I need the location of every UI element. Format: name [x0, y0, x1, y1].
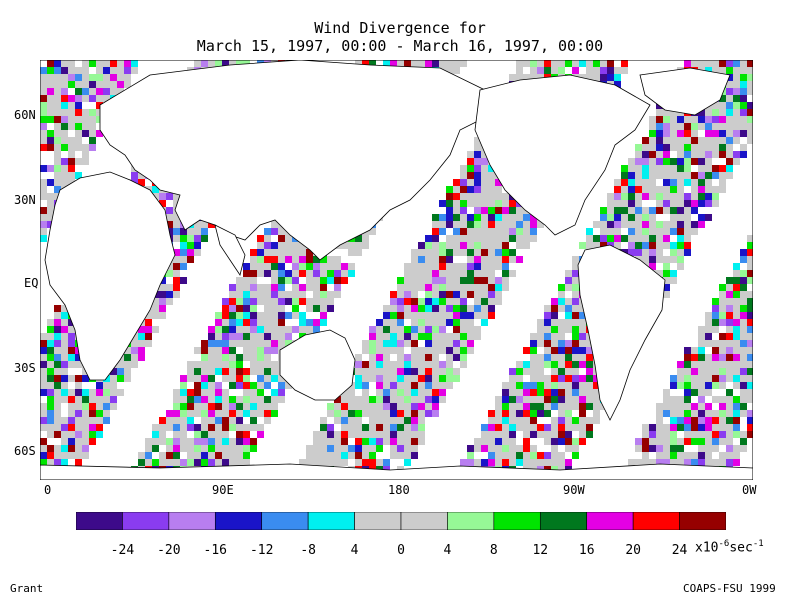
- lat-label-60n: 60N: [14, 108, 36, 122]
- lat-label-60s: 60S: [14, 444, 36, 458]
- india-landmass: [214, 224, 246, 276]
- africa-landmass: [44, 171, 176, 381]
- antarctica-landmass: [40, 463, 753, 480]
- color-scale-tick-label: 4: [443, 543, 452, 558]
- color-scale-tick-label: -16: [203, 543, 228, 558]
- color-scale-bar: [76, 512, 726, 530]
- color-swatch: [168, 512, 216, 530]
- color-swatch: [261, 512, 309, 530]
- color-scale-tick-label: 0: [397, 543, 405, 558]
- greenland-landmass: [639, 67, 731, 116]
- color-swatch: [632, 512, 680, 530]
- north-america-landmass: [474, 74, 651, 236]
- map-title-line2: March 15, 1997, 00:00 - March 16, 1997, …: [196, 37, 604, 55]
- color-swatch: [539, 512, 588, 530]
- lat-label-eq: EQ: [24, 276, 39, 290]
- color-scale-tick-label: -8: [300, 543, 316, 558]
- units-label: x10-6sec-1: [695, 539, 764, 556]
- author-credit: Grant: [10, 582, 44, 595]
- color-scale-tick-label: 24: [671, 543, 688, 558]
- south-america-landmass: [577, 244, 666, 421]
- lon-label-90e: 90E: [212, 483, 234, 497]
- australia-landmass: [279, 329, 356, 401]
- lon-label-0: 0: [44, 483, 52, 497]
- color-scale-tick-label: 20: [625, 543, 641, 558]
- color-scale-tick-label: 4: [350, 543, 359, 558]
- color-scale-tick-label: 8: [489, 543, 498, 558]
- eurasia-landmass: [99, 60, 486, 261]
- lon-label-0w: 0W: [742, 483, 757, 497]
- lon-label-90w: 90W: [563, 483, 585, 497]
- lon-label-180: 180: [388, 483, 410, 497]
- color-swatch: [354, 512, 402, 530]
- color-swatch: [76, 512, 123, 530]
- color-swatch: [679, 512, 726, 530]
- color-swatch: [447, 512, 495, 530]
- lat-label-30s: 30S: [14, 361, 36, 375]
- color-scale-tick-label: -20: [157, 543, 181, 558]
- color-scale-tick-label: 12: [532, 543, 549, 558]
- map-title-line1: Wind Divergence for: [314, 19, 486, 37]
- color-scale-tick-label: -12: [249, 543, 274, 558]
- organization-credit: COAPS-FSU 1999: [683, 582, 776, 595]
- wind-divergence-map: [40, 60, 753, 480]
- color-scale-tick-label: -24: [110, 543, 135, 558]
- color-swatch: [586, 512, 634, 530]
- color-swatch: [400, 512, 448, 530]
- color-swatch: [493, 512, 541, 530]
- lat-label-30n: 30N: [14, 193, 36, 207]
- color-scale-tick-label: 16: [578, 543, 595, 558]
- color-swatch: [122, 512, 170, 530]
- continents: [40, 60, 753, 480]
- color-swatch: [214, 512, 263, 530]
- color-swatch: [307, 512, 355, 530]
